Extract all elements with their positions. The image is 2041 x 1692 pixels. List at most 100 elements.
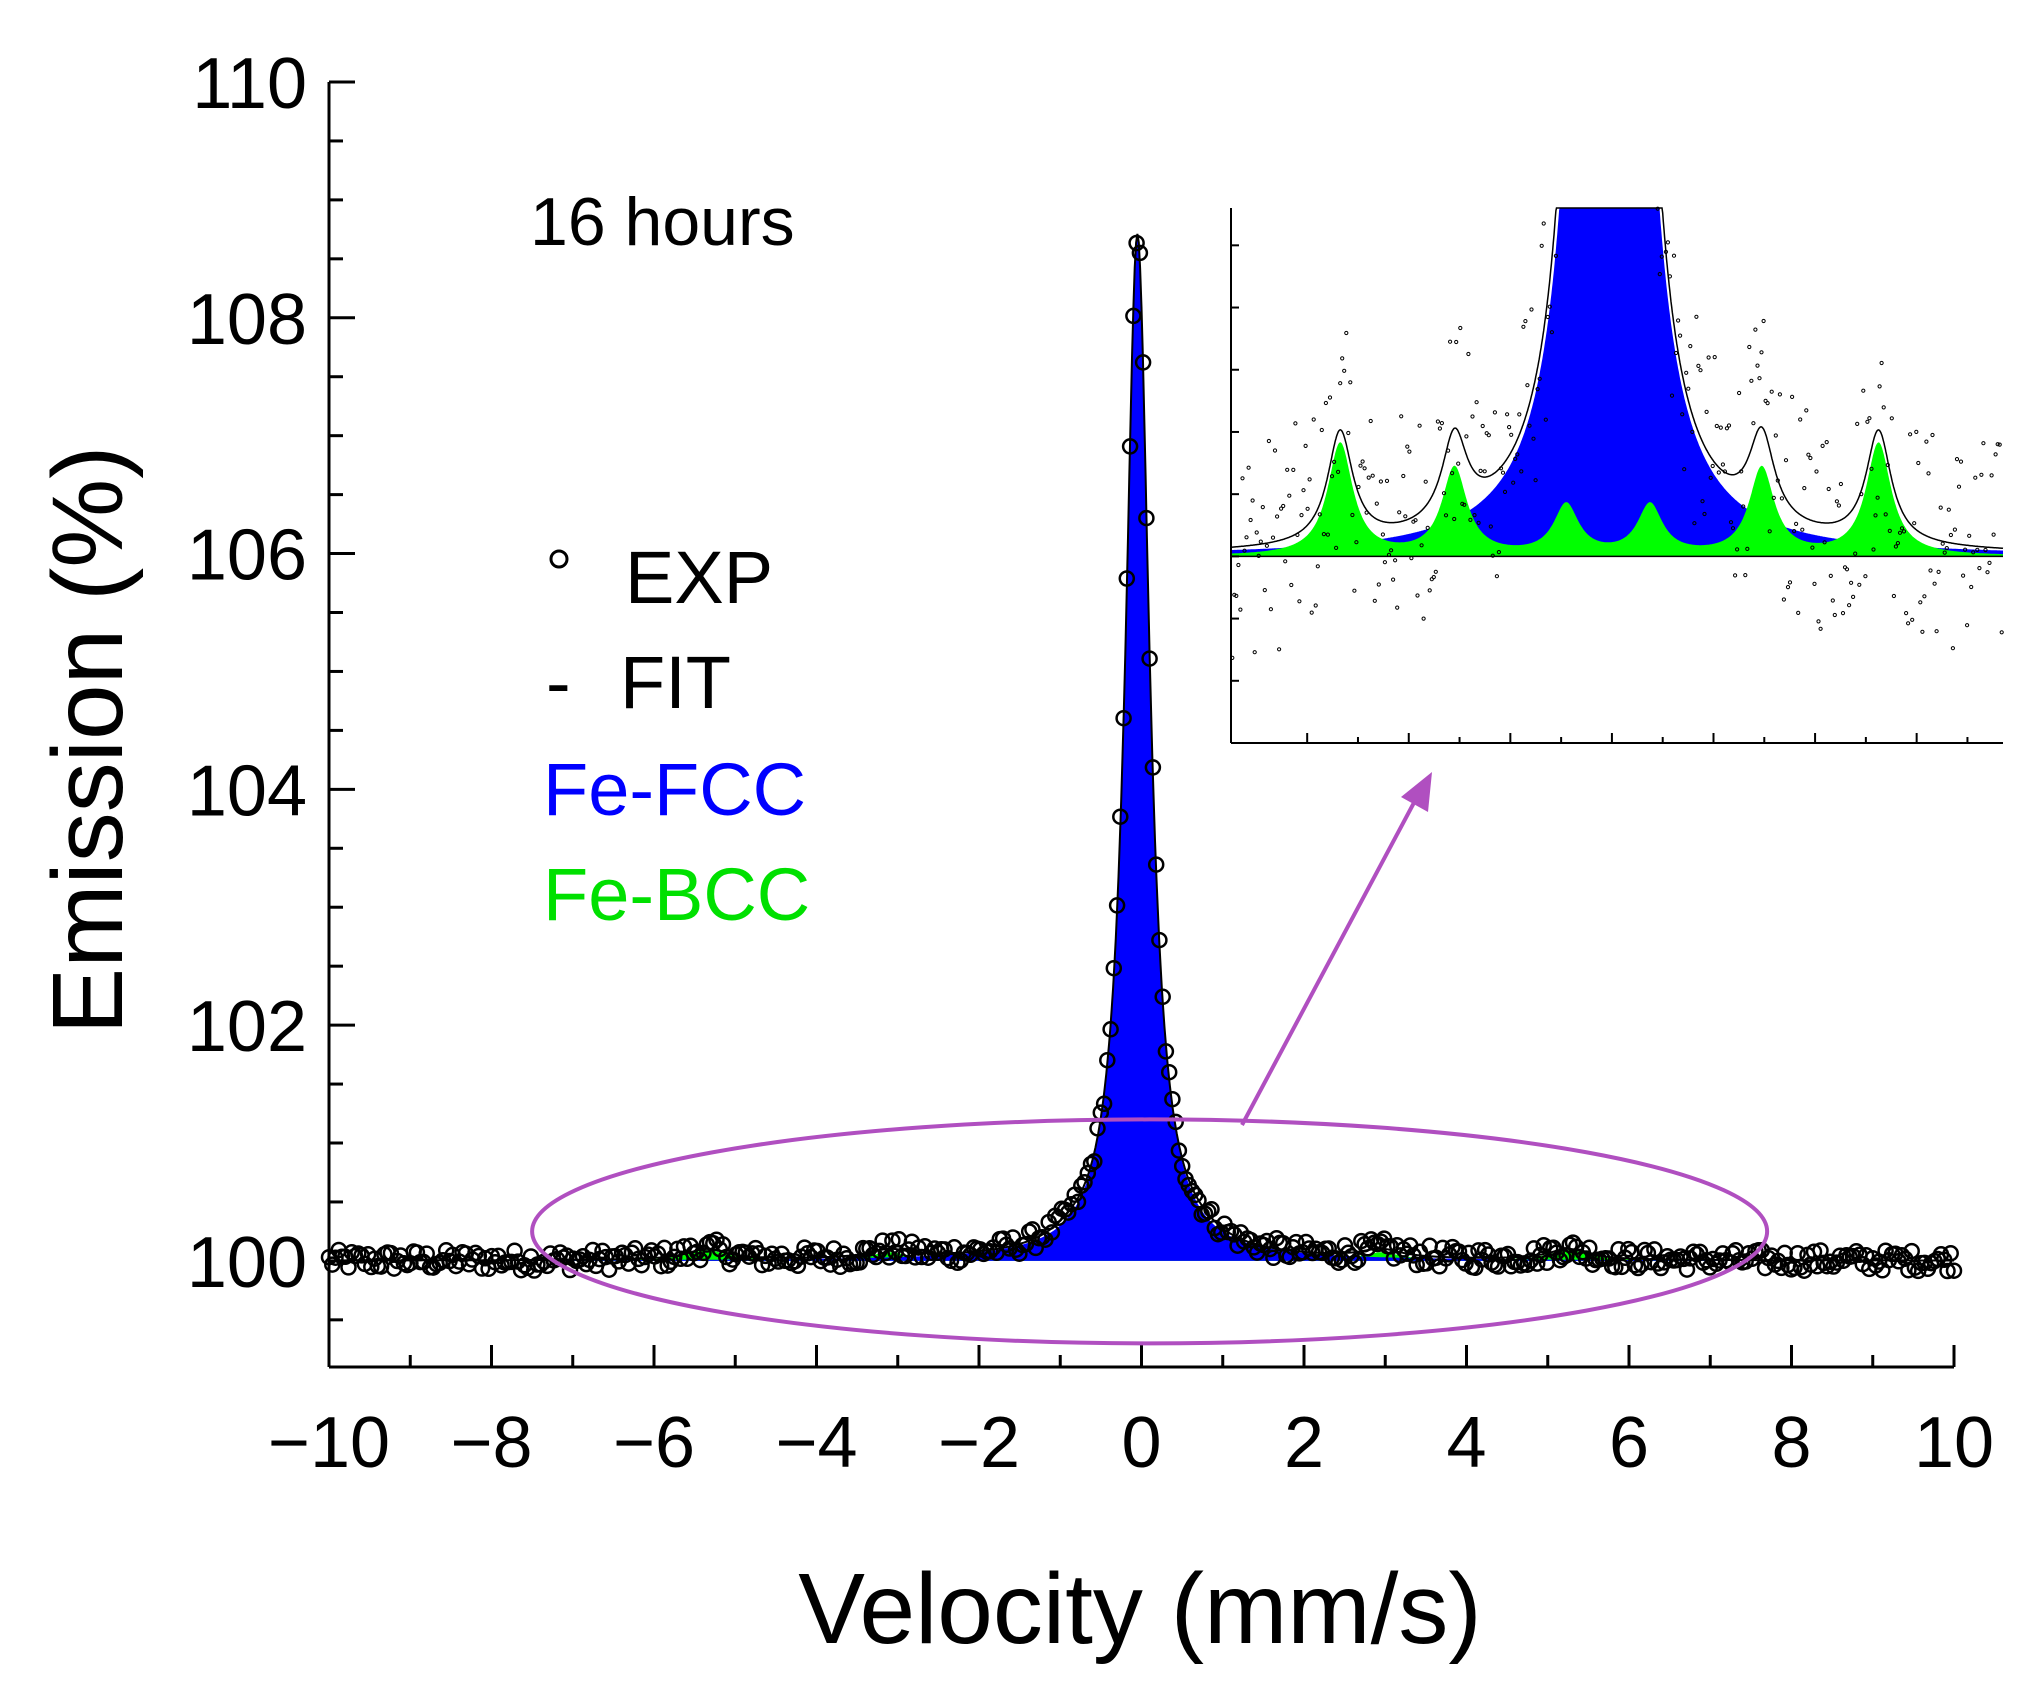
inset-exp-point xyxy=(1270,535,1276,540)
inset-exp-point xyxy=(1374,501,1379,506)
exp-point xyxy=(1128,234,1145,252)
inset-exp-point xyxy=(1409,556,1414,561)
exp-point xyxy=(1349,1251,1367,1269)
exp-point xyxy=(1082,1155,1100,1173)
inset-exp-point xyxy=(1366,475,1371,480)
inset-exp-point xyxy=(1920,629,1925,634)
exp-point xyxy=(1134,354,1152,371)
exp-point xyxy=(1678,1261,1696,1278)
inset-exp-point xyxy=(1258,539,1263,544)
inset-exp-point xyxy=(1934,629,1939,634)
inset-exp-point xyxy=(1360,459,1365,464)
exp-point xyxy=(1893,1247,1911,1264)
inset-exp-point xyxy=(1796,610,1801,616)
inset-exp-point xyxy=(1753,327,1758,332)
inset-exp-point xyxy=(1676,318,1681,323)
inset-exp-point xyxy=(1969,584,1974,590)
inset-exp-point xyxy=(1865,419,1870,424)
inset-exp-point xyxy=(1871,547,1876,552)
exp-point xyxy=(1887,1245,1904,1262)
inset-exp-point xyxy=(1706,355,1711,360)
exp-point xyxy=(1167,1113,1184,1131)
inset-exp-point xyxy=(1993,452,1998,457)
inset-exp-point xyxy=(1847,603,1852,608)
inset-exp-point xyxy=(1838,481,1844,487)
inset-exp-point xyxy=(1541,221,1546,226)
inset-exp-point xyxy=(1779,496,1785,501)
exp-point xyxy=(1076,1174,1093,1191)
inset-exp-point xyxy=(1334,545,1339,551)
inset-exp-point xyxy=(1454,339,1459,345)
inset-exp-point xyxy=(1423,479,1428,484)
inset-exp-point xyxy=(1242,548,1247,553)
inset-exp-point xyxy=(1323,400,1329,406)
inset-exp-point xyxy=(1325,532,1331,537)
x-tick-label: 8 xyxy=(1771,1403,1811,1483)
inset-exp-point xyxy=(1684,370,1689,375)
inset-exp-point xyxy=(1470,414,1475,419)
inset-exp-point xyxy=(1537,376,1542,381)
exp-point xyxy=(1470,1242,1487,1259)
inset-exp-point xyxy=(1277,647,1282,652)
inset-exp-point xyxy=(1313,603,1318,608)
inset-exp-point xyxy=(1448,339,1453,344)
exp-point xyxy=(926,1240,943,1257)
inset-exp-point xyxy=(1246,465,1251,470)
inset-exp-point xyxy=(1348,380,1353,385)
exp-point xyxy=(1756,1259,1774,1277)
inset-exp-point xyxy=(1500,470,1506,475)
inset-exp-point xyxy=(1704,409,1709,414)
legend-fe-fcc-label: Fe-FCC xyxy=(543,748,806,831)
inset-exp-point xyxy=(1266,438,1272,444)
inset-exp-point xyxy=(1851,594,1856,600)
exp-point xyxy=(1125,307,1142,325)
inset-fe-fcc-fill xyxy=(1231,208,2003,557)
inset-exp-point xyxy=(1354,540,1359,545)
inset-exp-point xyxy=(1790,394,1795,399)
inset-fe-bcc-fill xyxy=(1231,442,2003,557)
inset-exp-point xyxy=(1952,527,1958,532)
exp-point xyxy=(1115,709,1132,727)
inset-exp-point xyxy=(1680,412,1685,417)
inset-exp-point xyxy=(1916,460,1921,466)
y-tick-label: 110 xyxy=(192,44,307,124)
inset-exp-point xyxy=(1812,581,1817,587)
inset-exp-point xyxy=(1275,514,1280,519)
inset-exp-point xyxy=(1492,410,1498,415)
inset-exp-point xyxy=(1922,594,1927,599)
inset-exp-point xyxy=(1415,593,1420,598)
inset-exp-point xyxy=(1462,502,1467,507)
inset-exp-point xyxy=(1425,525,1430,531)
inset-exp-point xyxy=(1431,575,1436,580)
inset-exp-point xyxy=(1690,429,1695,434)
inset-exp-point xyxy=(1928,568,1933,573)
exp-point xyxy=(626,1240,644,1257)
inset-exp-point xyxy=(1248,517,1253,523)
x-tick-label: 0 xyxy=(1121,1403,1161,1483)
inset-exp-point xyxy=(1724,426,1730,431)
inset-exp-point xyxy=(1956,484,1962,489)
inset-exp-point xyxy=(1482,469,1487,474)
inset-exp-point xyxy=(1975,547,1980,553)
duration-annotation: 16 hours xyxy=(530,184,795,260)
inset-exp-point xyxy=(1733,573,1738,578)
exp-point xyxy=(1346,1254,1364,1271)
inset-exp-point xyxy=(1987,560,1992,566)
exp-point xyxy=(1121,438,1139,455)
inset-exp-point xyxy=(1771,495,1776,500)
inset-exp-point xyxy=(1329,474,1335,479)
inset-exp-point xyxy=(1456,461,1461,466)
inset-exp-point xyxy=(1281,503,1286,509)
exp-point xyxy=(1033,1228,1051,1246)
exp-point xyxy=(1144,759,1162,776)
inset-exp-point xyxy=(1777,392,1783,397)
inset-exp-point xyxy=(1340,356,1345,361)
inset-exp-point xyxy=(1376,582,1381,587)
inset-exp-point xyxy=(1450,471,1455,476)
inset-exp-point xyxy=(1332,459,1337,464)
inset-exp-point xyxy=(1443,513,1449,518)
exp-point xyxy=(1059,1204,1077,1221)
y-tick-label: 100 xyxy=(187,1223,307,1303)
inset-exp-point xyxy=(1362,466,1367,471)
inset-exp-point xyxy=(1836,503,1842,508)
